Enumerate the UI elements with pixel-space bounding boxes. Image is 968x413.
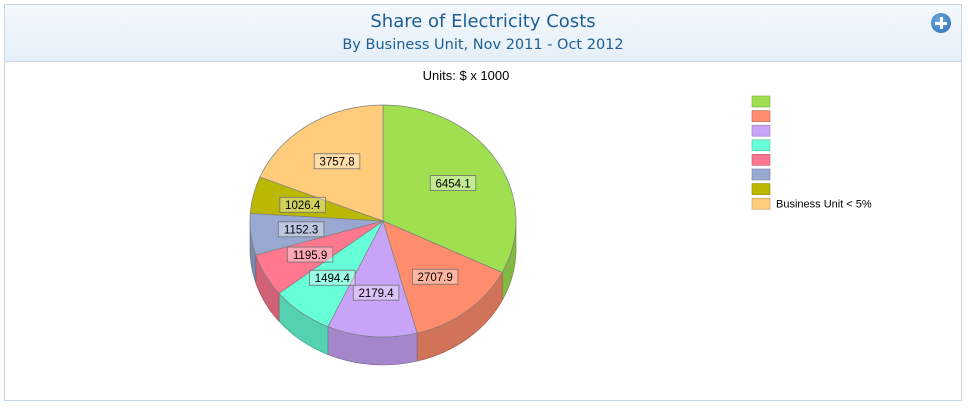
- data-label-box: [279, 196, 326, 213]
- legend-swatch: [751, 124, 771, 137]
- legend-swatch: [751, 110, 771, 122]
- pie-tops: [249, 104, 517, 338]
- legend: Business Unit < 5%: [751, 95, 872, 211]
- data-label: 1494.4: [315, 273, 351, 285]
- data-label: 3757.8: [319, 156, 354, 168]
- chart-title: Share of Electricity Costs: [370, 11, 596, 32]
- legend-label: Business Unit < 5%: [776, 199, 872, 211]
- data-label: 1195.9: [293, 250, 327, 262]
- pie-sides: [249, 220, 517, 366]
- data-label-box: [277, 221, 325, 238]
- chart-header: Share of Electricity Costs By Business U…: [5, 5, 961, 62]
- data-label: 1026.4: [285, 200, 321, 212]
- pie-slice[interactable]: [382, 220, 503, 334]
- legend-swatch: [751, 95, 771, 108]
- data-label: 2179.4: [358, 288, 394, 300]
- chart-panel: Share of Electricity Costs By Business U…: [4, 4, 962, 401]
- legend-swatch: [751, 183, 771, 195]
- pie-slice[interactable]: [327, 220, 418, 338]
- chart-subtitle: By Business Unit, Nov 2011 - Oct 2012: [342, 37, 624, 53]
- units-label: Units: $ x 1000: [423, 68, 510, 83]
- pie-labels: 6454.1 2707.9 2179.4 1494.4 1195.9 1152.3 1026…: [277, 153, 477, 301]
- data-label: 2707.9: [418, 272, 453, 284]
- data-label-box: [309, 269, 356, 286]
- data-label-box: [286, 246, 334, 263]
- data-label-box: [313, 153, 361, 170]
- pie-slice[interactable]: [259, 104, 384, 222]
- data-label: 1152.3: [284, 225, 318, 237]
- plus-circle-icon[interactable]: [931, 13, 951, 33]
- legend-swatch: [751, 168, 771, 181]
- legend-swatch: [751, 197, 771, 210]
- data-label: 6454.1: [435, 178, 470, 190]
- pie-slice[interactable]: [382, 104, 517, 273]
- data-label-box: [429, 175, 477, 191]
- legend-swatch: [751, 139, 771, 152]
- data-label-box: [352, 284, 400, 301]
- data-label-box: [411, 268, 459, 285]
- legend-swatch: [751, 154, 771, 166]
